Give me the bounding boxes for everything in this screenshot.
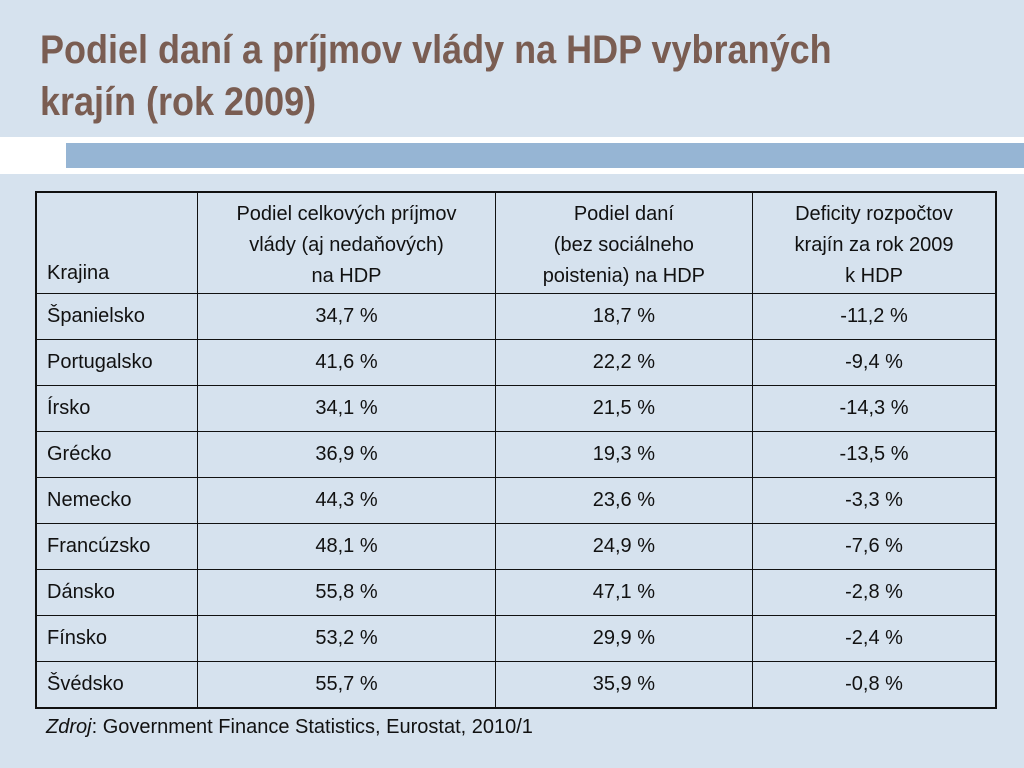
cell-revenue: 34,1 % bbox=[197, 384, 496, 432]
table-row: Grécko 36,9 % 19,3 % -13,5 % bbox=[35, 430, 997, 478]
table-row: Fínsko 53,2 % 29,9 % -2,4 % bbox=[35, 614, 997, 662]
cell-revenue: 55,8 % bbox=[197, 568, 496, 616]
cell-country: Portugalsko bbox=[35, 338, 199, 386]
table-row: Portugalsko 41,6 % 22,2 % -9,4 % bbox=[35, 338, 997, 386]
table-row: Švédsko 55,7 % 35,9 % -0,8 % bbox=[35, 660, 997, 708]
cell-deficit: -9,4 % bbox=[752, 338, 997, 386]
header-revenue: Podiel celkových príjmov vlády (aj nedaň… bbox=[197, 191, 496, 294]
source-label: Zdroj bbox=[46, 716, 92, 738]
table-row: Španielsko 34,7 % 18,7 % -11,2 % bbox=[35, 292, 997, 340]
cell-deficit: -7,6 % bbox=[752, 522, 997, 570]
cell-country: Fínsko bbox=[35, 614, 199, 662]
cell-revenue: 41,6 % bbox=[197, 338, 496, 386]
slide-title: Podiel daní a príjmov vlády na HDP vybra… bbox=[40, 24, 904, 128]
header-taxes-line-1: Podiel daní bbox=[573, 203, 674, 225]
cell-revenue: 44,3 % bbox=[197, 476, 496, 524]
header-country: Krajina bbox=[35, 191, 199, 294]
cell-deficit: -2,8 % bbox=[752, 568, 997, 616]
cell-taxes: 18,7 % bbox=[494, 292, 754, 340]
header-country-label: Krajina bbox=[47, 261, 110, 284]
cell-taxes: 24,9 % bbox=[494, 522, 754, 570]
slide-title-line-1: Podiel daní a príjmov vlády na HDP vybra… bbox=[40, 28, 832, 72]
header-revenue-line-3: na HDP bbox=[311, 265, 382, 287]
slide-title-line-2: krajín (rok 2009) bbox=[40, 80, 317, 124]
header-deficit-line-3: k HDP bbox=[845, 265, 903, 287]
source-note: Zdroj: Government Finance Statistics, Eu… bbox=[46, 716, 533, 739]
header-deficit-line-1: Deficity rozpočtov bbox=[795, 203, 953, 225]
header-taxes-line-3: poistenia) na HDP bbox=[542, 265, 705, 287]
header-deficit-line-2: krajín za rok 2009 bbox=[794, 234, 954, 256]
cell-taxes: 23,6 % bbox=[494, 476, 754, 524]
cell-country: Grécko bbox=[35, 430, 199, 478]
cell-taxes: 35,9 % bbox=[494, 660, 754, 708]
cell-deficit: -11,2 % bbox=[752, 292, 997, 340]
table-row: Nemecko 44,3 % 23,6 % -3,3 % bbox=[35, 476, 997, 524]
cell-revenue: 55,7 % bbox=[197, 660, 496, 708]
cell-deficit: -2,4 % bbox=[752, 614, 997, 662]
cell-country: Španielsko bbox=[35, 292, 199, 340]
cell-taxes: 47,1 % bbox=[494, 568, 754, 616]
cell-taxes: 21,5 % bbox=[494, 384, 754, 432]
table-header-row: Krajina Podiel celkových príjmov vlády (… bbox=[35, 191, 997, 294]
cell-country: Nemecko bbox=[35, 476, 199, 524]
table-row: Írsko 34,1 % 21,5 % -14,3 % bbox=[35, 384, 997, 432]
header-deficit: Deficity rozpočtov krajín za rok 2009 k … bbox=[752, 191, 997, 294]
table-row: Dánsko 55,8 % 47,1 % -2,8 % bbox=[35, 568, 997, 616]
cell-deficit: -0,8 % bbox=[752, 660, 997, 708]
cell-revenue: 36,9 % bbox=[197, 430, 496, 478]
cell-country: Francúzsko bbox=[35, 522, 199, 570]
header-revenue-line-2: vlády (aj nedaňových) bbox=[249, 234, 444, 256]
cell-taxes: 19,3 % bbox=[494, 430, 754, 478]
cell-country: Dánsko bbox=[35, 568, 199, 616]
decorative-accent-bar bbox=[66, 143, 1024, 168]
cell-revenue: 53,2 % bbox=[197, 614, 496, 662]
cell-deficit: -14,3 % bbox=[752, 384, 997, 432]
header-taxes-line-2: (bez sociálneho bbox=[553, 234, 694, 256]
tax-revenue-table: Krajina Podiel celkových príjmov vlády (… bbox=[35, 191, 997, 709]
cell-deficit: -13,5 % bbox=[752, 430, 997, 478]
cell-country: Írsko bbox=[35, 384, 199, 432]
cell-country: Švédsko bbox=[35, 660, 199, 708]
table-row: Francúzsko 48,1 % 24,9 % -7,6 % bbox=[35, 522, 997, 570]
cell-revenue: 48,1 % bbox=[197, 522, 496, 570]
cell-taxes: 22,2 % bbox=[494, 338, 754, 386]
source-text: : Government Finance Statistics, Eurosta… bbox=[91, 716, 533, 738]
cell-deficit: -3,3 % bbox=[752, 476, 997, 524]
cell-taxes: 29,9 % bbox=[494, 614, 754, 662]
header-revenue-line-1: Podiel celkových príjmov bbox=[236, 203, 457, 225]
cell-revenue: 34,7 % bbox=[197, 292, 496, 340]
header-taxes: Podiel daní (bez sociálneho poistenia) n… bbox=[494, 191, 754, 294]
